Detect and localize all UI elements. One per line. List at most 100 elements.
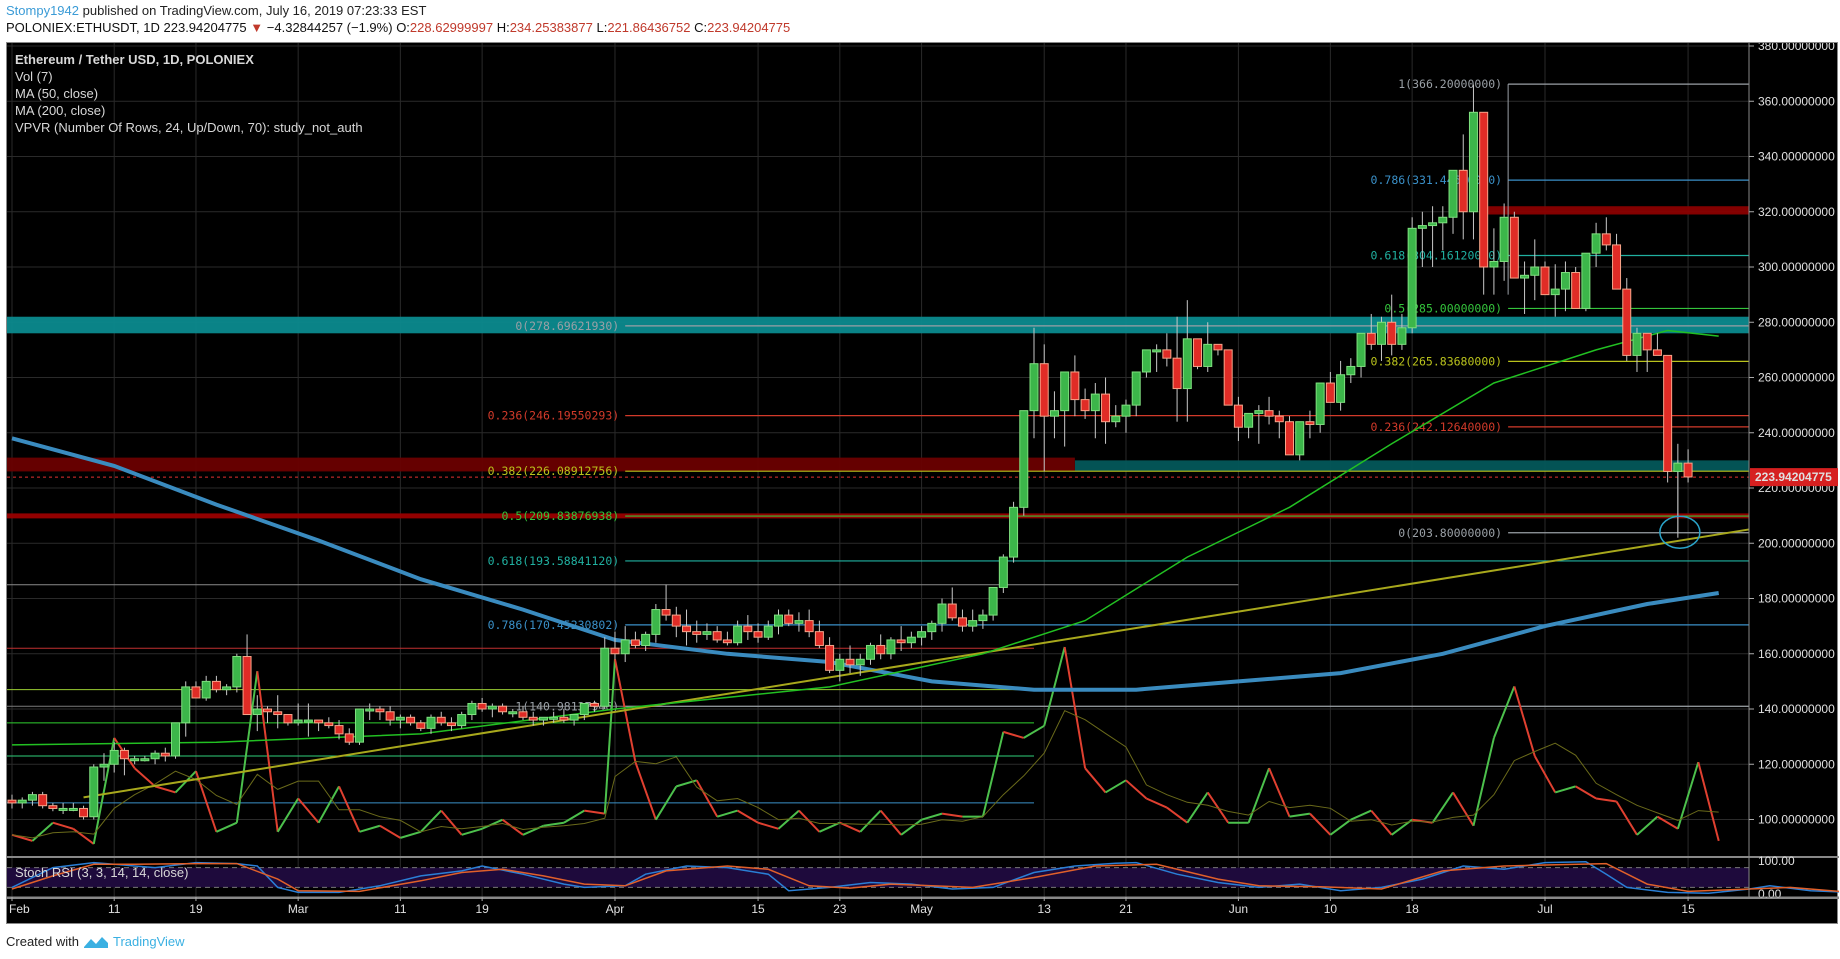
candle-down[interactable] bbox=[1571, 272, 1581, 309]
candle-up[interactable] bbox=[937, 603, 947, 624]
candle-down[interactable] bbox=[559, 716, 569, 721]
candle-up[interactable] bbox=[569, 714, 579, 721]
candle-down[interactable] bbox=[1274, 415, 1284, 423]
candle-up[interactable] bbox=[1581, 252, 1591, 309]
candle-up[interactable] bbox=[1203, 343, 1213, 367]
candle-up[interactable] bbox=[549, 716, 559, 720]
candle-down[interactable] bbox=[1223, 349, 1233, 406]
candle-down[interactable] bbox=[1264, 410, 1274, 417]
candle-up[interactable] bbox=[600, 647, 610, 707]
candle-down[interactable] bbox=[1213, 343, 1223, 351]
candle-up[interactable] bbox=[1376, 321, 1386, 345]
candle-down[interactable] bbox=[79, 807, 89, 818]
candle-down[interactable] bbox=[344, 733, 354, 743]
candle-up[interactable] bbox=[906, 636, 916, 644]
legend-ma200[interactable]: MA (200, close) bbox=[15, 103, 106, 118]
candle-up[interactable] bbox=[109, 749, 119, 765]
candle-up[interactable] bbox=[303, 719, 313, 723]
candle-up[interactable] bbox=[1397, 327, 1407, 345]
candle-up[interactable] bbox=[886, 639, 896, 655]
candle-down[interactable] bbox=[722, 639, 732, 644]
candle-up[interactable] bbox=[1060, 371, 1070, 412]
candle-up[interactable] bbox=[1295, 421, 1305, 456]
candle-down[interactable] bbox=[743, 625, 753, 633]
candle-up[interactable] bbox=[1315, 382, 1325, 425]
candle-up[interactable] bbox=[1550, 288, 1560, 296]
candle-up[interactable] bbox=[1131, 371, 1141, 406]
candle-down[interactable] bbox=[385, 711, 395, 721]
candle-up[interactable] bbox=[1407, 227, 1417, 329]
candle-down[interactable] bbox=[1683, 462, 1693, 478]
candle-down[interactable] bbox=[38, 794, 48, 807]
candle-up[interactable] bbox=[978, 614, 988, 622]
candle-up[interactable] bbox=[1499, 216, 1509, 262]
tradingview-link[interactable]: TradingView bbox=[112, 934, 185, 949]
candle-up[interactable] bbox=[855, 658, 865, 666]
candle-down[interactable] bbox=[1285, 421, 1294, 456]
candle-down[interactable] bbox=[518, 711, 528, 718]
candle-up[interactable] bbox=[1520, 274, 1530, 279]
legend-vpvr[interactable]: VPVR (Number Of Rows, 24, Up/Down, 70): … bbox=[15, 120, 363, 135]
candle-down[interactable] bbox=[1612, 244, 1622, 290]
legend-vol[interactable]: Vol (7) bbox=[15, 69, 53, 84]
candle-down[interactable] bbox=[661, 609, 671, 616]
candle-up[interactable] bbox=[1254, 410, 1264, 414]
candle-down[interactable] bbox=[1601, 233, 1611, 246]
candle-up[interactable] bbox=[1591, 233, 1601, 254]
candle-up[interactable] bbox=[150, 752, 160, 760]
candle-down[interactable] bbox=[1366, 332, 1376, 345]
candle-down[interactable] bbox=[324, 722, 334, 727]
legend-ma50[interactable]: MA (50, close) bbox=[15, 86, 99, 101]
candle-down[interactable] bbox=[630, 639, 640, 646]
candle-down[interactable] bbox=[416, 722, 426, 729]
candle-up[interactable] bbox=[1428, 222, 1438, 227]
candle-up[interactable] bbox=[1489, 260, 1499, 268]
candle-down[interactable] bbox=[1080, 399, 1090, 412]
candle-down[interactable] bbox=[825, 644, 835, 671]
candle-up[interactable] bbox=[354, 708, 364, 743]
candle-down[interactable] bbox=[1070, 371, 1080, 401]
candle-down[interactable] bbox=[1193, 338, 1203, 367]
candle-down[interactable] bbox=[498, 705, 508, 713]
candle-down[interactable] bbox=[1652, 349, 1662, 356]
candle-up[interactable] bbox=[641, 633, 651, 646]
candle-up[interactable] bbox=[998, 556, 1008, 588]
candle-up[interactable] bbox=[201, 680, 211, 699]
candle-up[interactable] bbox=[774, 614, 783, 627]
candle-down[interactable] bbox=[590, 702, 600, 707]
candle-up[interactable] bbox=[457, 714, 467, 727]
candle-down[interactable] bbox=[753, 631, 763, 638]
candle-up[interactable] bbox=[1632, 332, 1642, 356]
candle-down[interactable] bbox=[1387, 321, 1397, 345]
candle-up[interactable] bbox=[293, 719, 303, 724]
candle-up[interactable] bbox=[1530, 266, 1540, 276]
candle-up[interactable] bbox=[927, 622, 937, 633]
candle-down[interactable] bbox=[119, 749, 129, 760]
candle-up[interactable] bbox=[1673, 462, 1683, 472]
candle-down[interactable] bbox=[314, 719, 324, 724]
candle-up[interactable] bbox=[1244, 412, 1254, 428]
candle-up[interactable] bbox=[538, 716, 548, 721]
candle-up[interactable] bbox=[917, 631, 927, 638]
candle-up[interactable] bbox=[252, 708, 262, 716]
candle-up[interactable] bbox=[1141, 349, 1151, 373]
candle-down[interactable] bbox=[242, 656, 252, 716]
candle-down[interactable] bbox=[1305, 421, 1315, 425]
candle-down[interactable] bbox=[671, 614, 681, 627]
candle-up[interactable] bbox=[794, 620, 804, 624]
candle-up[interactable] bbox=[763, 625, 773, 638]
candle-up[interactable] bbox=[89, 766, 99, 818]
author-link[interactable]: Stompy1942 bbox=[6, 3, 79, 18]
candle-down[interactable] bbox=[48, 805, 58, 809]
candle-up[interactable] bbox=[1560, 272, 1570, 290]
candle-down[interactable] bbox=[191, 686, 201, 699]
candle-down[interactable] bbox=[804, 620, 814, 633]
candle-down[interactable] bbox=[334, 725, 344, 735]
chart-panel[interactable]: 0(278.69621930) 0.236(246.19550293) 0.382(… bbox=[6, 42, 1839, 924]
candle-up[interactable] bbox=[733, 625, 743, 644]
candle-down[interactable] bbox=[1039, 363, 1049, 417]
candle-down[interactable] bbox=[712, 631, 722, 641]
candle-up[interactable] bbox=[171, 722, 181, 757]
candle-down[interactable] bbox=[1479, 111, 1489, 268]
candle-up[interactable] bbox=[1448, 169, 1458, 218]
